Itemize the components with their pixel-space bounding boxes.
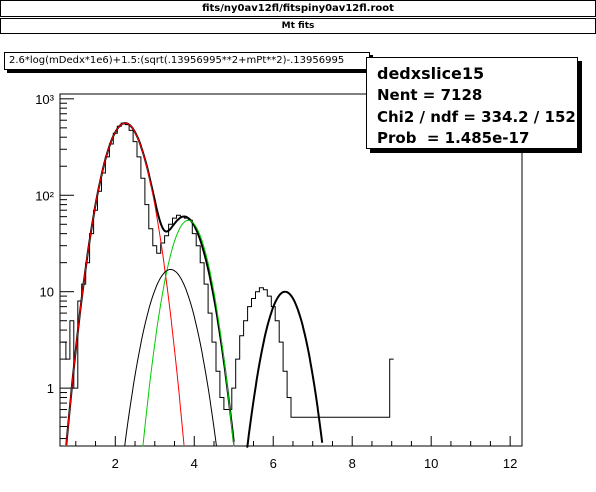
axis-group: 2 4 6 8 10 12 1 10 10² 10³ [35, 92, 517, 471]
histogram-line [62, 122, 394, 418]
stats-box: dedxslice15 Nent = 7128 Chi2 / ndf = 334… [366, 57, 578, 149]
fit-curve-1 [65, 122, 185, 446]
subtitle: Mt fits [281, 21, 315, 31]
stats-chi2: Chi2 / ndf = 334.2 / 152 [377, 108, 576, 126]
fit-curve-2 [142, 219, 235, 447]
x-tick-label-10: 10 [424, 456, 438, 471]
y-tick-label-1: 10 [40, 285, 54, 300]
y-tick-label-0: 1 [47, 381, 54, 396]
curves-group [62, 122, 394, 448]
x-tick-label-8: 8 [349, 456, 356, 471]
file-title-bar: fits/ny0av12fl/fitspiny0av12fl.root [0, 0, 596, 17]
x-tick-label-12: 12 [503, 456, 517, 471]
fit-curve-3 [124, 269, 217, 446]
subtitle-bar: Mt fits [0, 18, 596, 34]
formula-label: 2.6*log(mDedx*1e6)+1.5:(sqrt(.13956995**… [4, 52, 370, 70]
y-tick-label-2: 10² [35, 188, 54, 203]
x-tick-label-6: 6 [270, 456, 277, 471]
stats-name: dedxslice15 [377, 64, 485, 83]
plot-frame [59, 93, 523, 447]
stats-prob: Prob = 1.485e-17 [377, 129, 530, 147]
x-tick-label-2: 2 [112, 456, 119, 471]
fit-curve-0 [65, 122, 324, 448]
file-title: fits/ny0av12fl/fitspiny0av12fl.root [202, 3, 394, 14]
stats-nent: Nent = 7128 [377, 86, 483, 104]
y-tick-label-3: 10³ [35, 92, 54, 107]
x-tick-label-4: 4 [191, 456, 198, 471]
